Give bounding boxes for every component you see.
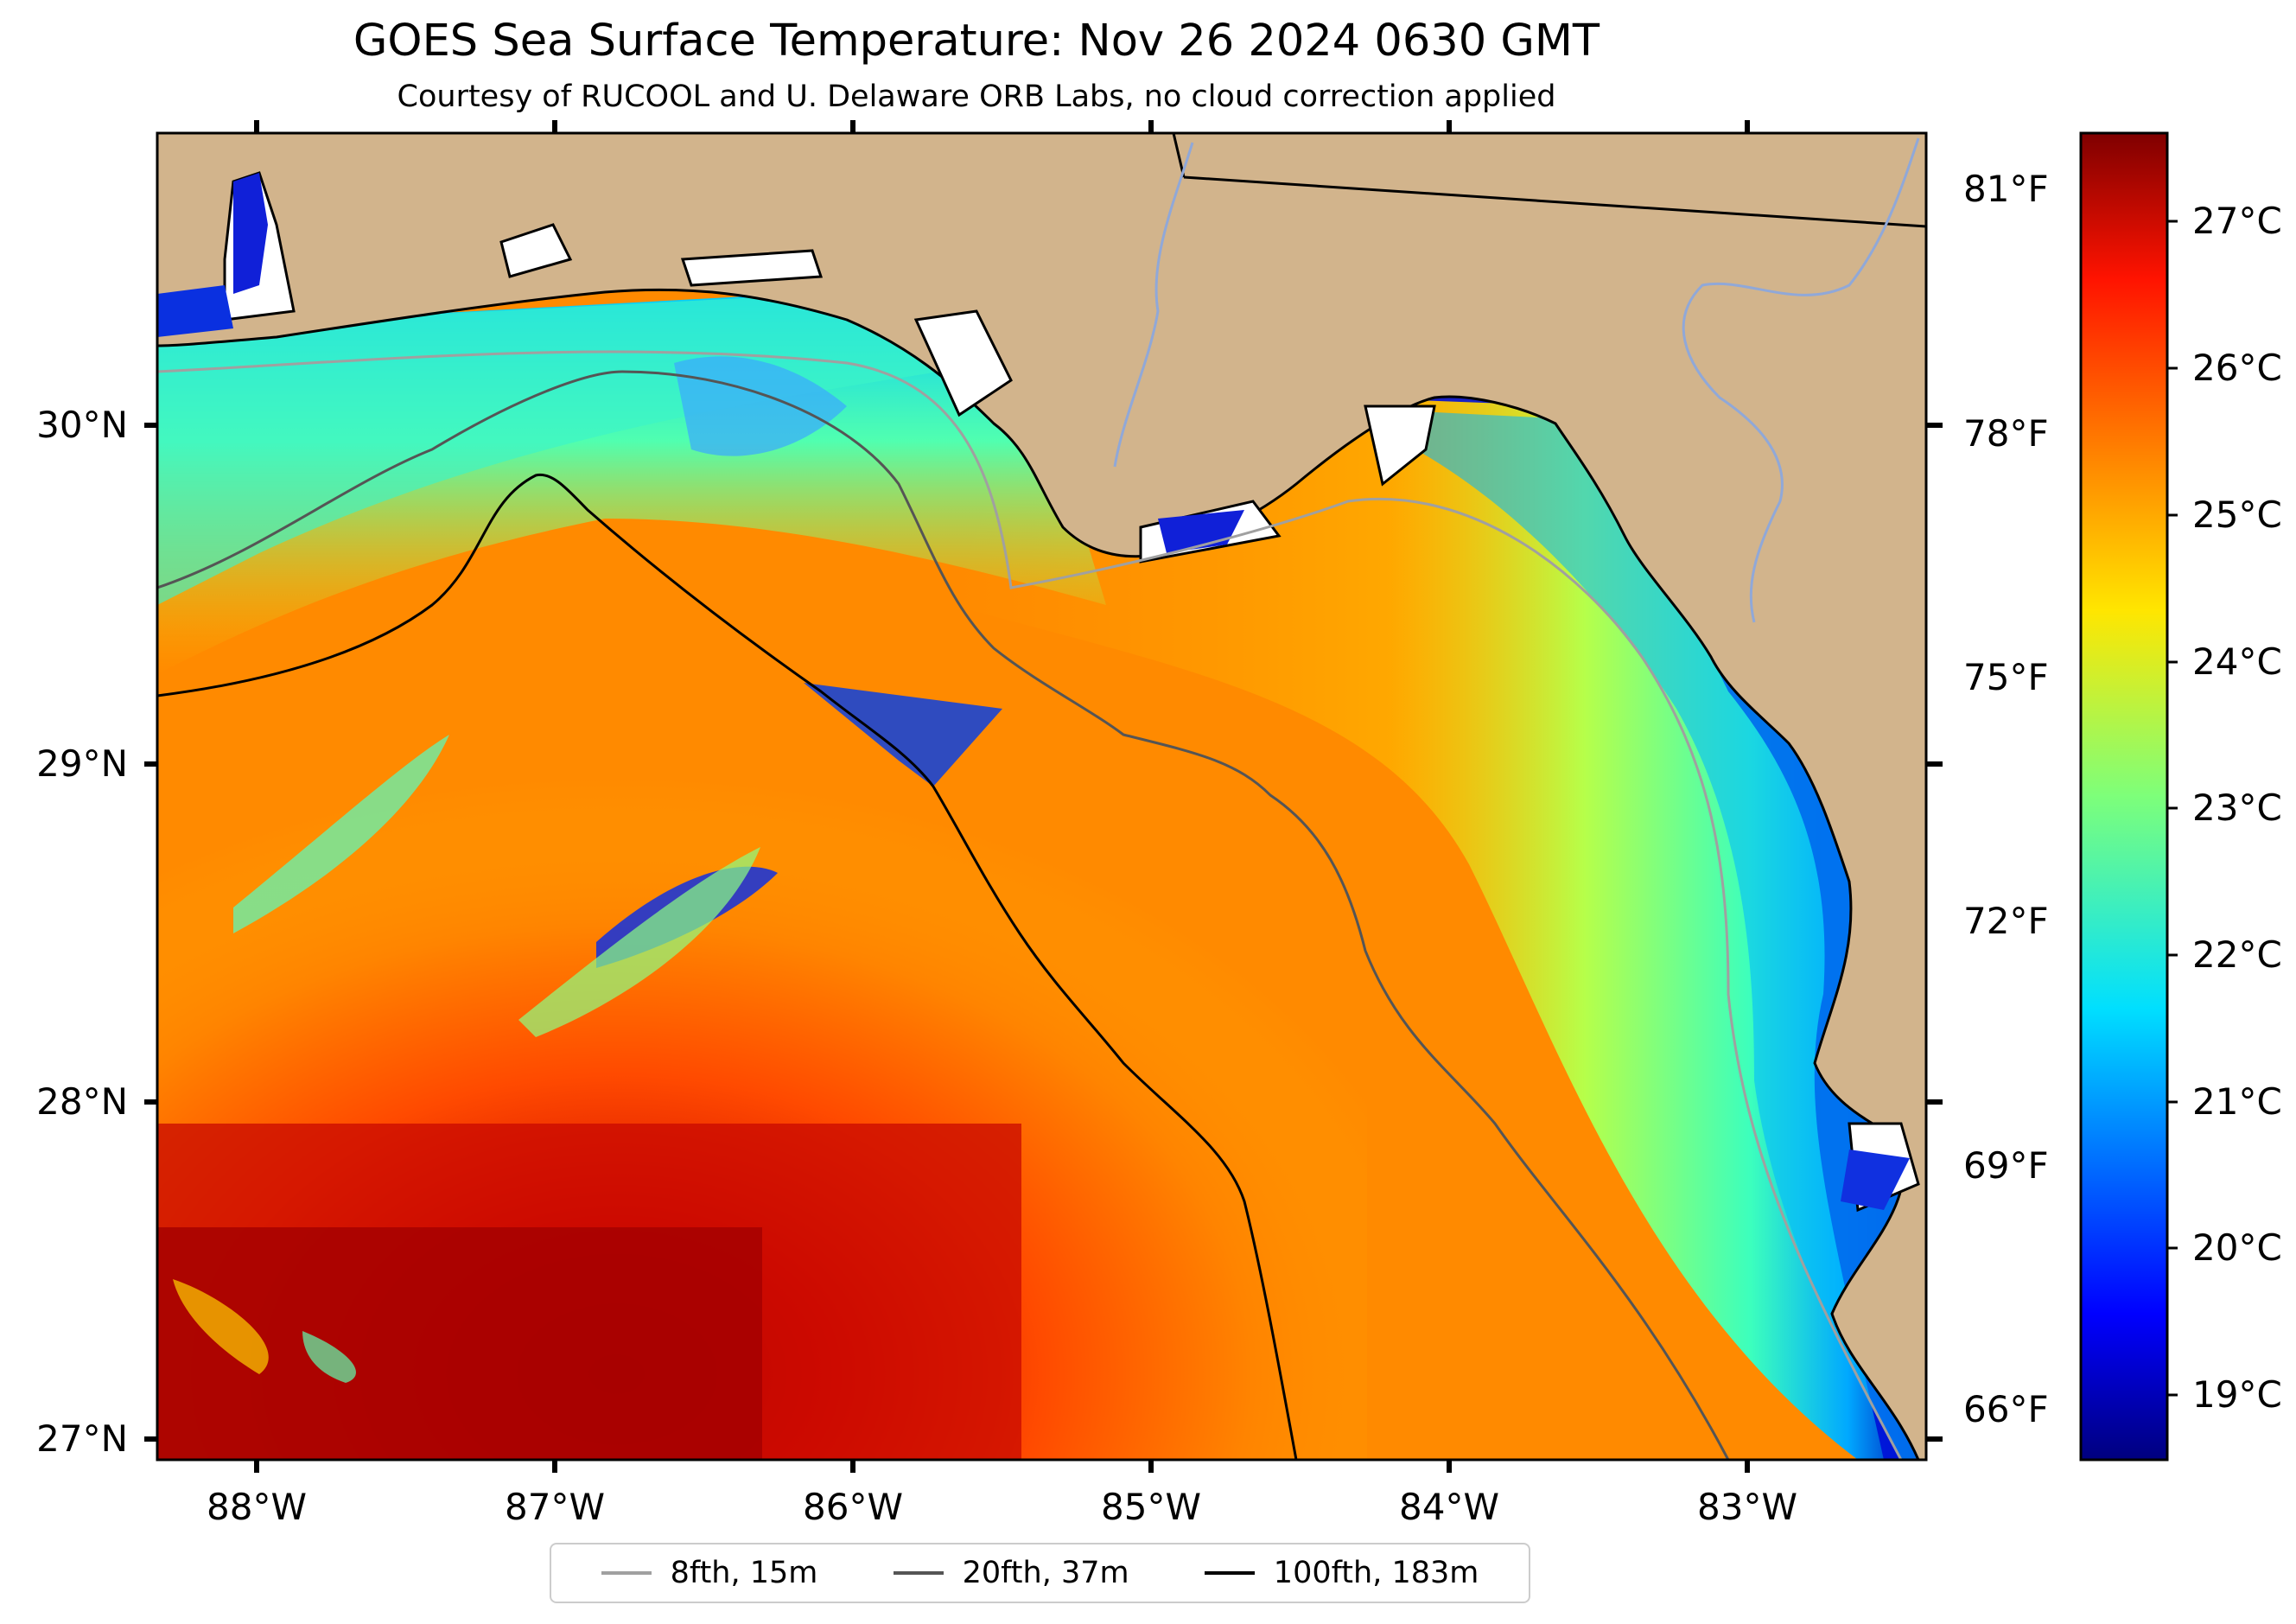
cb-label-27c: 27°C	[2192, 200, 2282, 242]
legend-item-20fth: 20fth, 37m	[893, 1556, 1129, 1590]
lon-label-85w: 85°W	[1101, 1486, 1201, 1528]
cb-label-20c: 20°C	[2192, 1226, 2282, 1269]
f-label-81: 81°F	[1963, 168, 2049, 210]
legend-item-8fth: 8fth, 15m	[601, 1556, 818, 1590]
cb-label-25c: 25°C	[2192, 494, 2282, 536]
legend-item-100fth: 100fth, 183m	[1204, 1556, 1479, 1590]
f-label-72: 72°F	[1963, 900, 2049, 942]
isobath-100fth	[157, 473, 1298, 1460]
land-mass	[157, 133, 1926, 1460]
lon-label-88w: 88°W	[207, 1486, 307, 1528]
isobath-20fth	[157, 370, 1730, 1460]
legend-label-8fth: 8fth, 15m	[670, 1556, 818, 1590]
isobath-legend: 8fth, 15m 20fth, 37m 100fth, 183m	[550, 1543, 1530, 1603]
lat-label-30n: 30°N	[36, 404, 128, 446]
map-subtitle: Courtesy of RUCOOL and U. Delaware ORB L…	[397, 80, 1556, 114]
lat-label-29n: 29°N	[36, 742, 128, 785]
isobath-8fth	[157, 350, 1903, 1460]
lon-label-87w: 87°W	[505, 1486, 605, 1528]
legend-label-100fth: 100fth, 183m	[1273, 1556, 1479, 1590]
colorbar	[2079, 131, 2169, 1462]
legend-label-20fth: 20fth, 37m	[962, 1556, 1129, 1590]
lat-label-28n: 28°N	[36, 1080, 128, 1123]
f-label-66: 66°F	[1963, 1388, 2049, 1430]
legend-swatch-100fth	[1204, 1571, 1255, 1575]
cb-label-19c: 19°C	[2192, 1373, 2282, 1416]
legend-swatch-8fth	[601, 1571, 652, 1575]
cb-label-22c: 22°C	[2192, 933, 2282, 976]
lon-label-83w: 83°W	[1697, 1486, 1797, 1528]
legend-swatch-20fth	[893, 1571, 944, 1575]
f-label-75: 75°F	[1963, 656, 2049, 698]
cb-label-21c: 21°C	[2192, 1080, 2282, 1123]
lon-label-86w: 86°W	[803, 1486, 903, 1528]
map-title: GOES Sea Surface Temperature: Nov 26 202…	[353, 16, 1600, 67]
lon-label-84w: 84°W	[1399, 1486, 1499, 1528]
f-label-69: 69°F	[1963, 1144, 2049, 1187]
cb-label-26c: 26°C	[2192, 347, 2282, 389]
sst-raster	[157, 133, 1926, 1460]
cb-label-24c: 24°C	[2192, 640, 2282, 683]
lat-label-27n: 27°N	[36, 1417, 128, 1460]
cb-label-23c: 23°C	[2192, 787, 2282, 829]
f-label-78: 78°F	[1963, 412, 2049, 455]
